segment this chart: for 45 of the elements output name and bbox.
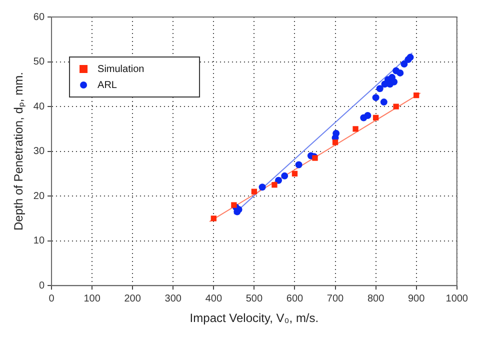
point [400, 60, 408, 68]
point [295, 161, 302, 168]
point [406, 54, 414, 61]
x-tick-label: 400 [205, 293, 222, 304]
y-tick-label: 10 [33, 236, 45, 247]
x-tick-label: 700 [326, 293, 344, 304]
point [281, 172, 288, 180]
point [376, 85, 384, 92]
y-tick-label: 60 [33, 12, 45, 23]
point [352, 126, 358, 132]
x-tick-label: 200 [124, 293, 142, 304]
point [292, 170, 298, 177]
point [272, 182, 278, 188]
x-tick-label: 100 [84, 293, 101, 304]
point [332, 140, 338, 146]
point [210, 216, 216, 222]
point [258, 184, 266, 191]
point [275, 176, 282, 184]
point [414, 92, 420, 98]
point [380, 98, 388, 106]
legend-label: ARL [98, 80, 118, 91]
point [396, 69, 404, 76]
y-tick-label: 40 [33, 101, 45, 112]
point [251, 188, 258, 194]
point [332, 130, 340, 137]
legend-label: Simulation [98, 64, 144, 75]
y-tick-label: 0 [38, 280, 45, 292]
point [372, 114, 379, 121]
y-tick-label: 30 [33, 146, 45, 158]
x-tick-label: 600 [286, 293, 304, 304]
x-tick-label: 300 [164, 293, 182, 304]
y-tick-label: 50 [33, 56, 45, 68]
x-axis-title: Impact Velocity, V₀, m/s. [190, 311, 319, 326]
x-tick-label: 800 [367, 293, 385, 304]
point [231, 202, 237, 208]
point [372, 94, 380, 102]
point [393, 104, 399, 110]
y-axis-title: Depth of Penetration, dₚ, mm. [12, 72, 26, 231]
x-tick-label: 500 [246, 293, 263, 304]
x-tick-label: 900 [408, 293, 426, 304]
y-tick-label: 20 [33, 190, 45, 202]
point [364, 112, 372, 119]
x-tick-label: 0 [48, 293, 55, 304]
point [390, 78, 398, 86]
x-tick-label: 1000 [446, 293, 468, 304]
